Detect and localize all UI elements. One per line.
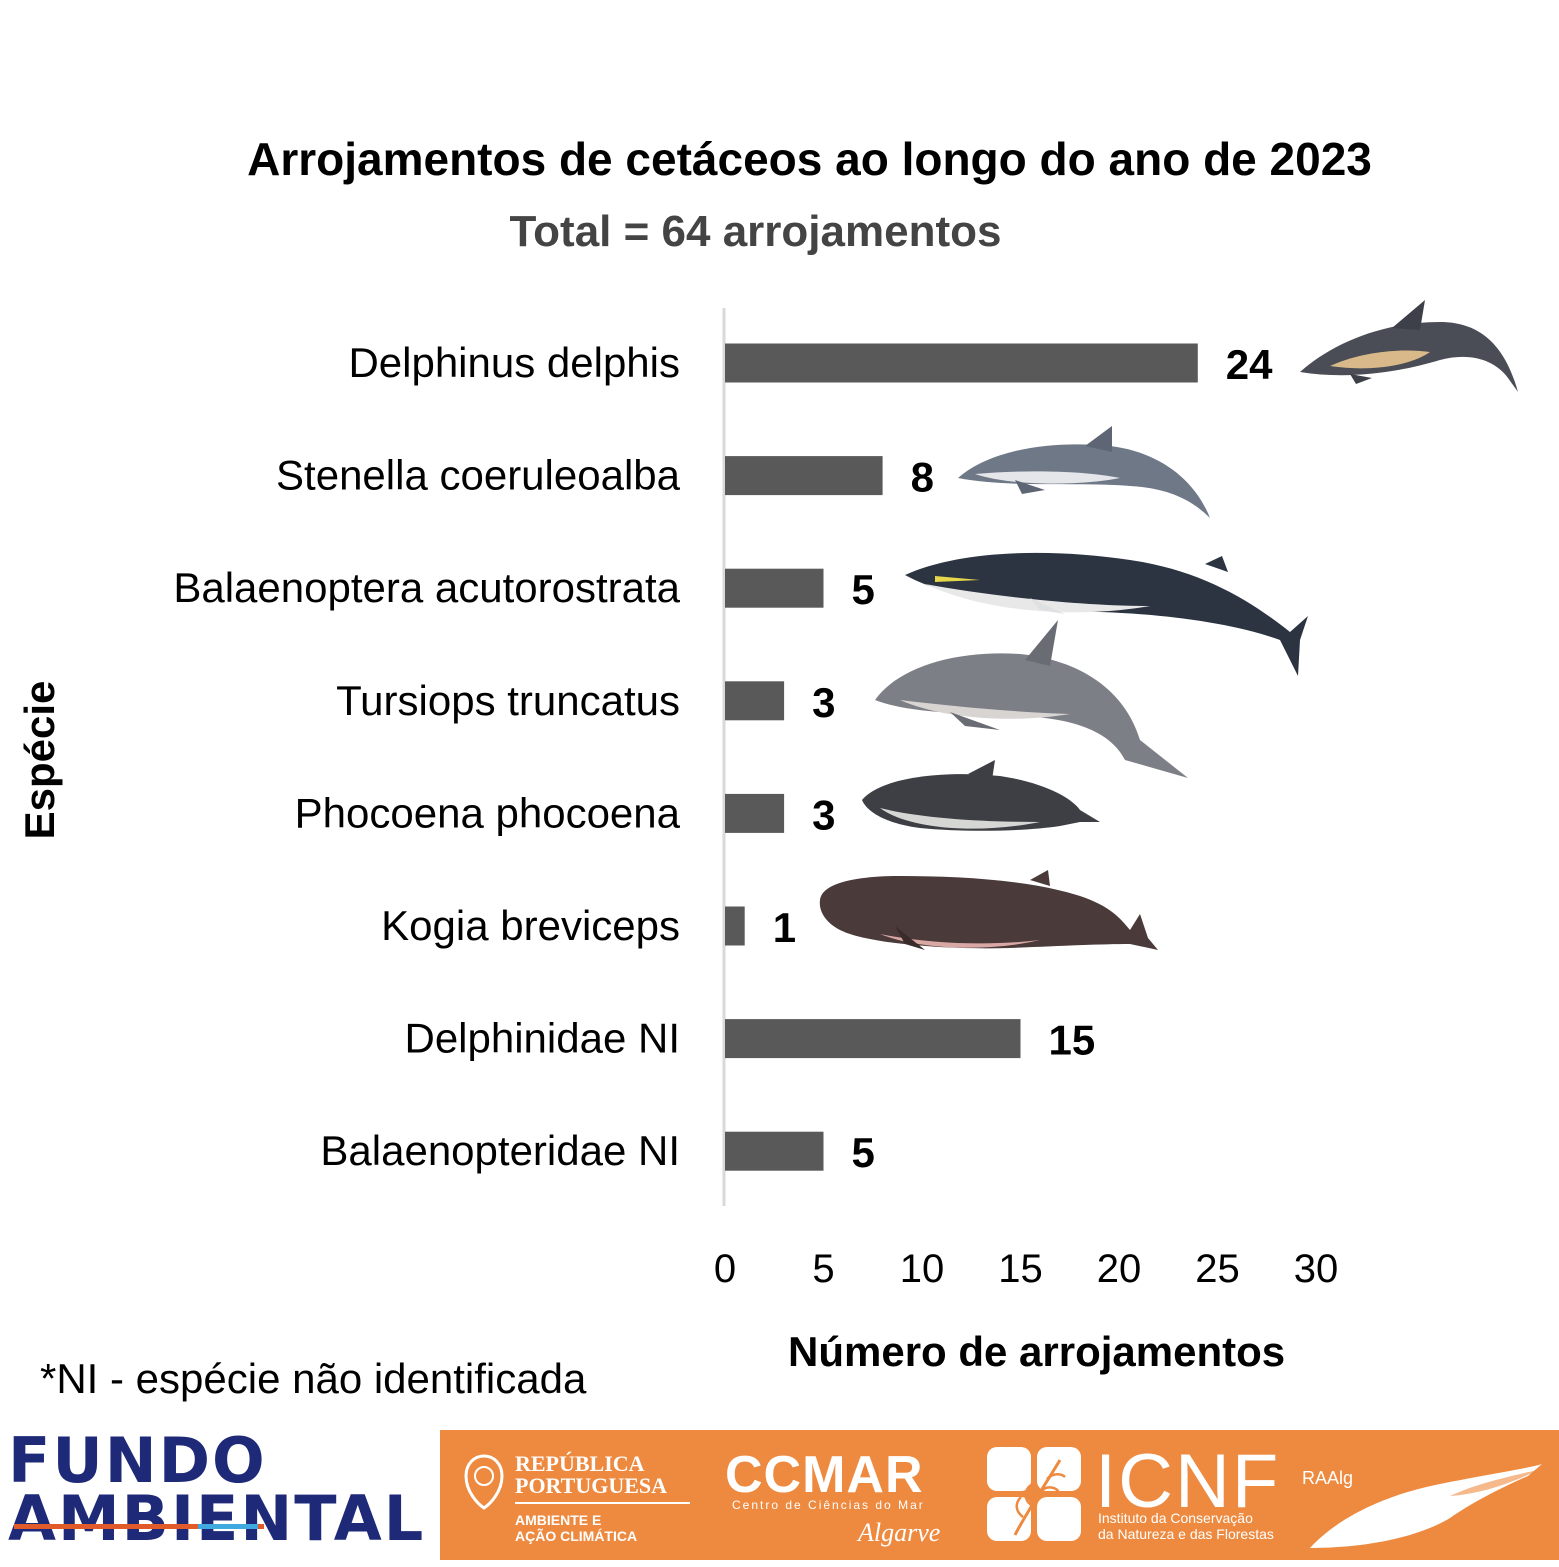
- bar-kogia-breviceps: [725, 906, 745, 946]
- category-label: Balaenoptera acutorostrata: [173, 564, 680, 611]
- ccmar-subtitle: Centro de Ciências do Mar: [732, 1498, 925, 1512]
- category-label: Phocoena phocoena: [295, 789, 681, 836]
- harbour-porpoise-illustration: [862, 760, 1100, 831]
- category-label: Delphinidae NI: [404, 1015, 680, 1062]
- republica-subtitle: AMBIENTE E AÇÃO CLIMÁTICA: [515, 1512, 638, 1544]
- minke-whale-illustration: [905, 552, 1308, 676]
- data-label: 5: [852, 566, 875, 613]
- icnf-logo: ICNF: [1095, 1439, 1281, 1524]
- category-label: Tursiops truncatus: [336, 677, 680, 724]
- bottlenose-dolphin-illustration: [875, 620, 1188, 778]
- bar-delphinus-delphis: [725, 343, 1198, 383]
- x-tick-label: 30: [1294, 1247, 1339, 1291]
- chart-subtitle: Total = 64 arrojamentos: [509, 207, 1002, 256]
- bar-balaenopteridae-ni: [725, 1131, 824, 1171]
- bar-stenella-coeruleoalba: [725, 456, 883, 496]
- x-axis-label: Número de arrojamentos: [788, 1328, 1286, 1375]
- bar-balaenoptera-acutorostrata: [725, 568, 824, 608]
- bar-delphinidae-ni: [725, 1019, 1021, 1059]
- coat-of-arms-icon: [464, 1454, 504, 1510]
- data-label: 15: [1049, 1017, 1096, 1064]
- data-label: 8: [911, 454, 934, 501]
- raalg-whale-icon: [1310, 1464, 1542, 1548]
- pygmy-sperm-whale-illustration: [819, 870, 1158, 950]
- data-label: 5: [852, 1129, 875, 1176]
- x-tick-label: 5: [812, 1247, 834, 1291]
- data-label: 1: [773, 904, 796, 951]
- logo-text-line-1: FUNDO: [8, 1424, 267, 1497]
- logo-text-line-2: AMBIENTAL: [8, 1482, 426, 1555]
- icnf-subtitle: Instituto da Conservação da Natureza e d…: [1098, 1510, 1274, 1542]
- category-label: Kogia breviceps: [381, 902, 680, 949]
- bar-phocoena-phocoena: [725, 793, 785, 833]
- footnote: *NI - espécie não identificada: [40, 1355, 587, 1402]
- data-label: 3: [812, 679, 835, 726]
- striped-dolphin-illustration: [958, 426, 1210, 518]
- bar-tursiops-truncatus: [725, 681, 785, 721]
- x-tick-label: 15: [998, 1247, 1043, 1291]
- fundo-ambiental-logo: FUNDO AMBIENTAL: [8, 1424, 426, 1555]
- ccmar-logo: CCMAR: [725, 1446, 924, 1504]
- republica-divider: [515, 1502, 690, 1504]
- data-label: 3: [812, 791, 835, 838]
- common-dolphin-illustration: [1300, 300, 1518, 392]
- ccmar-region: Algarve: [858, 1518, 941, 1547]
- oak-leaf-icon: [987, 1447, 1081, 1541]
- x-tick-label: 0: [714, 1247, 736, 1291]
- x-tick-label: 25: [1195, 1247, 1240, 1291]
- species-illustrations: [819, 300, 1518, 950]
- data-label: 24: [1226, 341, 1273, 388]
- republica-logo-text: REPÚBLICA PORTUGUESA: [515, 1451, 668, 1498]
- category-label: Delphinus delphis: [348, 339, 680, 386]
- category-label: Stenella coeruleoalba: [276, 452, 681, 499]
- category-label: Balaenopteridae NI: [320, 1127, 680, 1174]
- raalg-logo-text: RAAlg: [1302, 1468, 1354, 1488]
- chart-title: Arrojamentos de cetáceos ao longo do ano…: [247, 133, 1372, 185]
- x-tick-label: 20: [1097, 1247, 1142, 1291]
- x-tick-label: 10: [900, 1247, 945, 1291]
